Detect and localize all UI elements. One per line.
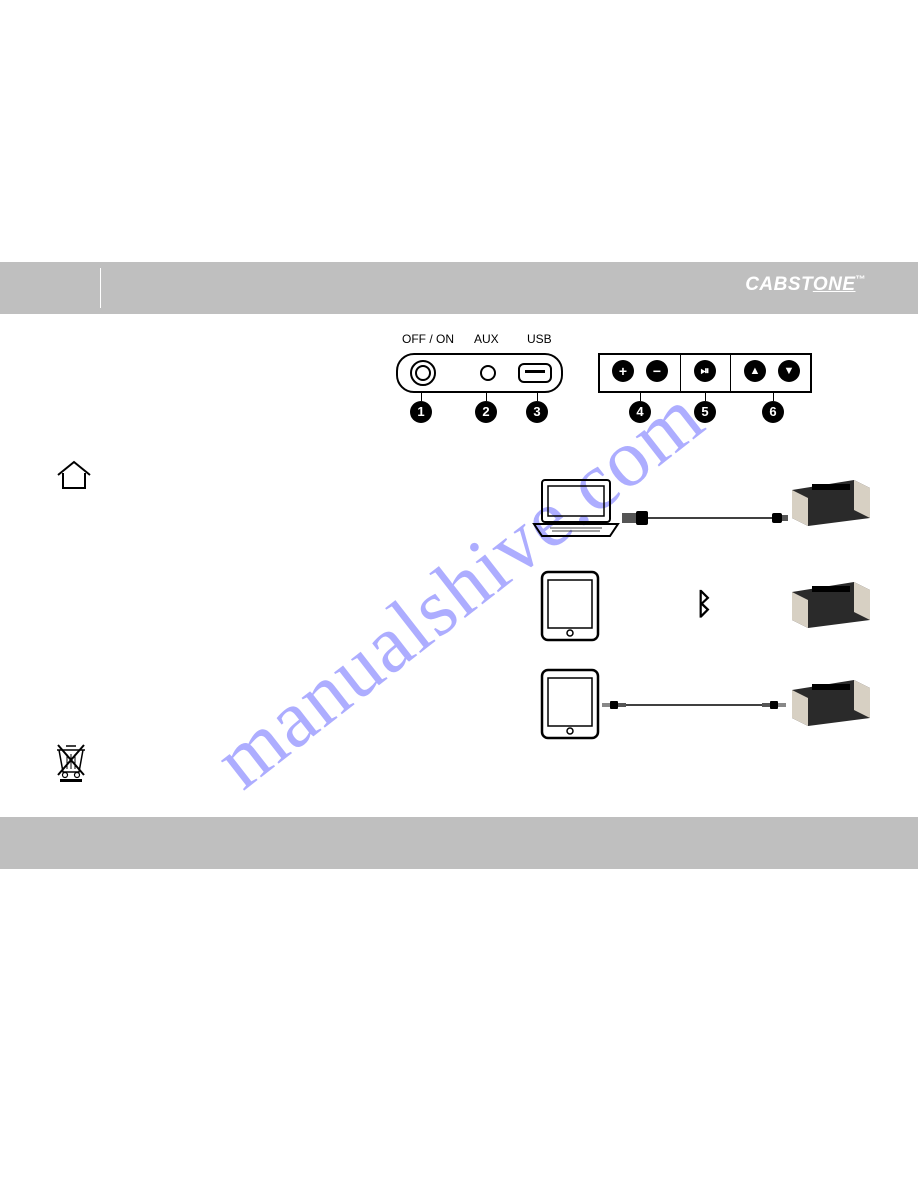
callout-3: 3: [526, 401, 548, 423]
aux-cable-icon: [602, 698, 790, 714]
panel-sep-2: [730, 355, 731, 391]
tablet-icon: [540, 668, 600, 740]
callout-5: 5: [694, 401, 716, 423]
label-aux: AUX: [474, 332, 499, 346]
panel-sep-1: [680, 355, 681, 391]
callout-line-5: [705, 391, 706, 401]
label-usb: USB: [527, 332, 552, 346]
callout-line-3: [537, 391, 538, 401]
callout-1: 1: [410, 401, 432, 423]
vol-down-icon: −: [646, 360, 668, 382]
speaker-icon: [792, 480, 870, 526]
bluetooth-icon: ᛒ: [695, 588, 713, 622]
button-panel: + − ⏯ ▲ ▼: [598, 353, 812, 393]
track-prev-icon: ▲: [744, 360, 766, 382]
brand-tm: ™: [856, 275, 867, 286]
connection-bluetooth: ᛒ: [530, 570, 870, 645]
callout-line-6: [773, 391, 774, 401]
speaker-icon: [792, 582, 870, 628]
header-divider: [100, 268, 101, 308]
usb-cable-icon: [622, 510, 790, 530]
port-panel: [396, 353, 563, 393]
speaker-icon: [792, 680, 870, 726]
brand-logo: CABSTONE™: [745, 274, 866, 296]
callout-4: 4: [629, 401, 651, 423]
connection-usb: [530, 468, 870, 543]
aux-jack-icon: [480, 365, 496, 381]
label-off-on: OFF / ON: [402, 332, 454, 346]
track-next-icon: ▼: [778, 360, 800, 382]
callout-6: 6: [762, 401, 784, 423]
laptop-icon: [530, 478, 625, 540]
callout-line-4: [640, 391, 641, 401]
weee-bin-icon: [55, 742, 87, 782]
connection-aux: [530, 668, 870, 743]
callout-line-2: [486, 391, 487, 401]
callout-line-1: [421, 391, 422, 401]
page: CABSTONE™ manualshive.com OFF / ON AUX U…: [0, 0, 918, 1188]
brand-prefix: CABST: [745, 274, 813, 295]
usb-port-icon: [518, 363, 552, 383]
power-switch-icon: [410, 360, 436, 386]
play-pause-icon: ⏯: [694, 360, 716, 382]
house-icon: [55, 458, 93, 492]
vol-up-icon: +: [612, 360, 634, 382]
footer-band: [0, 817, 918, 869]
brand-suffix: ONE: [813, 274, 856, 295]
callout-2: 2: [475, 401, 497, 423]
tablet-icon: [540, 570, 600, 642]
